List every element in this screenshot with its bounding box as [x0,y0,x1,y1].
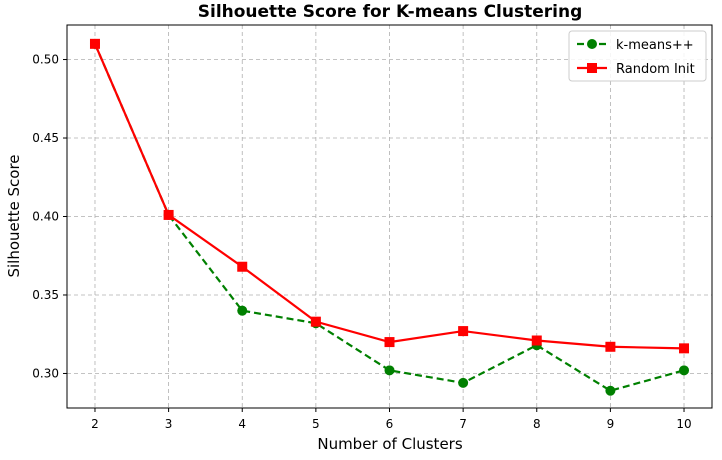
legend: k-means++ Random Init [568,30,707,82]
data-point [458,326,469,337]
data-point [605,341,616,352]
x-tick-label: 10 [676,417,691,431]
chart-title: Silhouette Score for K-means Clustering [198,2,583,22]
y-tick-label: 0.40 [32,210,59,224]
legend-marker [587,63,597,73]
data-point [163,209,174,220]
y-tick-label: 0.45 [32,131,59,145]
x-tick-label: 4 [238,417,246,431]
data-point [679,365,690,376]
x-tick-label: 7 [459,417,467,431]
data-point [384,337,395,348]
data-point [458,377,469,388]
data-point [237,305,248,316]
y-tick-label: 0.30 [32,366,59,380]
x-axis-ticks: 2 3 4 5 6 7 8 9 10 [91,408,692,431]
series-2 [89,38,690,354]
legend-label: Random Init [616,62,695,77]
x-axis-label: Number of Clusters [317,435,462,453]
x-tick-label: 6 [386,417,394,431]
y-tick-label: 0.35 [32,288,59,302]
legend-item: Random Init [577,62,695,77]
data-point [531,335,542,346]
data-point [605,385,616,396]
y-axis-label: Silhouette Score [5,154,23,277]
x-tick-label: 8 [533,417,541,431]
x-tick-label: 5 [312,417,320,431]
x-tick-label: 2 [91,417,99,431]
x-tick-label: 9 [607,417,615,431]
legend-item: k-means++ [577,38,694,53]
series-layer [89,38,690,396]
series-line [93,43,685,392]
y-axis-ticks: 0.30 0.35 0.40 0.45 0.50 [32,53,67,380]
data-point [237,261,248,272]
data-point [89,38,100,49]
data-point [384,365,395,376]
data-point [679,343,690,354]
legend-marker [587,39,597,49]
data-point [310,316,321,327]
y-tick-label: 0.50 [32,53,59,67]
legend-label: k-means++ [616,38,694,53]
x-tick-label: 3 [165,417,173,431]
